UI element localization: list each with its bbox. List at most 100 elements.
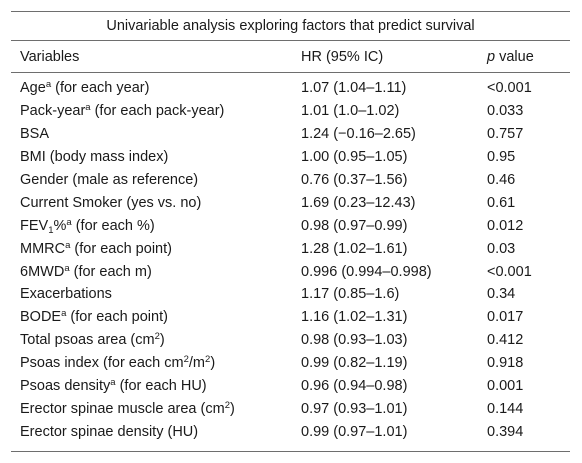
hr-cell: 0.98 (0.97–0.99)	[301, 217, 408, 234]
p-value-cell: 0.412	[487, 332, 524, 349]
table-row: Erector spinae muscle area (cm2) 0.97 (0.…	[11, 397, 570, 420]
variable-superscript: a	[110, 377, 116, 389]
table-row: Exacerbations 1.17 (0.85–1.6) 0.34	[11, 283, 570, 306]
variable-text: Exacerbations	[20, 286, 112, 303]
variable-text: FEV	[20, 217, 49, 234]
table-bottom-rule	[11, 443, 570, 453]
table-row: BMI (body mass index) 1.00 (0.95–1.05) 0.9…	[11, 146, 570, 169]
header-p-suffix: value	[495, 48, 534, 65]
variable-text-mid: (for each m)	[69, 263, 152, 280]
table-row: Current Smoker (yes vs. no) 1.69 (0.23–12…	[11, 191, 570, 214]
table-row: MMRCa (for each point) 1.28 (1.02–1.61) 0.…	[11, 237, 570, 260]
p-value-cell: <0.001	[487, 80, 532, 97]
variable-superscript: a	[65, 239, 71, 251]
variable-text-mid: )	[159, 332, 165, 349]
variable-cell: Psoas index (for each cm2/m2)	[11, 355, 301, 371]
variable-superscript: 2	[224, 399, 230, 411]
hr-cell: 1.00 (0.95–1.05)	[301, 149, 408, 166]
header-p-letter: p	[487, 48, 496, 65]
p-value-cell: 0.012	[487, 217, 524, 234]
hr-cell: 1.16 (1.02–1.31)	[301, 309, 408, 326]
p-value-cell: 0.61	[487, 194, 516, 211]
p-value-cell: 0.95	[487, 149, 516, 166]
hr-cell: 1.24 (−0.16–2.65)	[301, 126, 416, 143]
variable-text-mid: (for each point)	[70, 240, 172, 257]
variable-text-post: )	[210, 355, 216, 372]
variable-text-mid: )	[229, 400, 235, 417]
table-row: Psoas densitya (for each HU) 0.96 (0.94–0…	[11, 375, 570, 398]
variable-text: MMRC	[20, 240, 66, 257]
variable-cell: BODEa (for each point)	[11, 309, 301, 325]
variable-text: BSA	[20, 126, 50, 143]
p-value-cell: 0.033	[487, 103, 524, 120]
p-value-cell: 0.03	[487, 240, 516, 257]
variable-superscript: a	[64, 262, 70, 274]
variable-superscript: a	[45, 79, 52, 91]
p-value-cell: 0.001	[487, 378, 524, 395]
variable-text-mid: (for each point)	[66, 309, 168, 326]
hr-cell: 1.17 (0.85–1.6)	[301, 286, 400, 303]
variable-cell: Exacerbations	[11, 286, 301, 302]
variable-cell: Psoas densitya (for each HU)	[11, 378, 301, 394]
variable-cell: Total psoas area (cm2)	[11, 332, 301, 348]
header-hr: HR (95% IC)	[301, 48, 384, 65]
p-value-cell: <0.001	[487, 263, 532, 280]
variable-text: Age	[20, 80, 46, 97]
hr-cell: 0.98 (0.93–1.03)	[301, 332, 408, 349]
variable-cell: Agea (for each year)	[11, 80, 301, 96]
variable-text-mid: %	[53, 217, 67, 234]
hr-cell: 0.996 (0.994–0.998)	[301, 263, 432, 280]
variable-text: 6MWD	[20, 263, 65, 280]
survival-table: Univariable analysis exploring factors t…	[11, 11, 570, 453]
variable-cell: 6MWDa (for each m)	[11, 262, 301, 280]
variable-cell: FEV1%a (for each %)	[11, 217, 301, 236]
variable-text-mid: /m	[188, 355, 206, 372]
hr-cell: 1.69 (0.23–12.43)	[301, 194, 416, 211]
table-title: Univariable analysis exploring factors t…	[11, 11, 570, 41]
variable-text-mid: (for each year)	[51, 80, 150, 97]
variable-cell: Erector spinae muscle area (cm2)	[11, 401, 301, 417]
table-row: Agea (for each year) 1.07 (1.04–1.11) <0.0…	[11, 77, 570, 100]
hr-cell: 0.76 (0.37–1.56)	[301, 172, 408, 188]
hr-cell: 0.97 (0.93–1.01)	[301, 400, 408, 417]
variable-cell: MMRCa (for each point)	[11, 239, 301, 257]
variable-text: Erector spinae muscle area (cm	[20, 400, 225, 417]
variable-text-post: (for each %)	[71, 217, 155, 234]
table-body: Agea (for each year) 1.07 (1.04–1.11) <0.0…	[11, 73, 570, 443]
p-value-cell: 0.144	[487, 400, 524, 417]
variable-superscript-2: 2	[205, 354, 211, 366]
variable-text: Current Smoker (yes vs. no)	[20, 194, 202, 211]
variable-cell: Erector spinae density (HU)	[11, 424, 301, 440]
variable-cell: BMI (body mass index)	[11, 149, 301, 165]
table-row: Erector spinae density (HU) 0.99 (0.97–1.…	[11, 420, 570, 443]
table-row: BSA 1.24 (−0.16–2.65) 0.757	[11, 123, 570, 146]
variable-superscript: 2	[154, 331, 160, 343]
variable-text: BMI (body mass index)	[20, 149, 169, 166]
header-variables: Variables	[20, 48, 80, 65]
p-value-cell: 0.017	[487, 309, 524, 326]
hr-cell: 0.99 (0.97–1.01)	[301, 423, 408, 440]
variable-text: Psoas index (for each cm	[20, 355, 184, 372]
hr-cell: 1.28 (1.02–1.61)	[301, 240, 408, 257]
variable-superscript: a	[85, 102, 91, 114]
table-row: Total psoas area (cm2) 0.98 (0.93–1.03) 0.…	[11, 329, 570, 352]
hr-cell: 0.99 (0.82–1.19)	[301, 355, 408, 372]
table-row: 6MWDa (for each m) 0.996 (0.994–0.998) <0.…	[11, 260, 570, 283]
hr-cell: 1.07 (1.04–1.11)	[301, 80, 407, 97]
p-value-cell: 0.46	[487, 172, 516, 188]
variable-superscript: 2	[183, 354, 189, 366]
hr-cell: 1.01 (1.0–1.02)	[301, 103, 400, 120]
variable-superscript: a	[61, 308, 67, 320]
variable-text-mid: (for each pack-year)	[90, 103, 225, 120]
p-value-cell: 0.757	[487, 126, 524, 143]
p-value-cell: 0.918	[487, 355, 524, 372]
table-row: Gender (male as reference) 0.76 (0.37–1.5…	[11, 169, 570, 192]
table-row: FEV1%a (for each %) 0.98 (0.97–0.99) 0.012	[11, 214, 570, 237]
table-row: Pack-yeara (for each pack-year) 1.01 (1.0…	[11, 100, 570, 123]
variable-text: Erector spinae density (HU)	[20, 423, 199, 440]
table-row: Psoas index (for each cm2/m2) 0.99 (0.82–…	[11, 352, 570, 375]
variable-cell: Current Smoker (yes vs. no)	[11, 195, 301, 211]
variable-text: Total psoas area (cm	[20, 332, 155, 349]
table-header-row: Variables HR (95% IC) p value	[11, 41, 570, 73]
header-p-value: p value	[487, 49, 570, 65]
